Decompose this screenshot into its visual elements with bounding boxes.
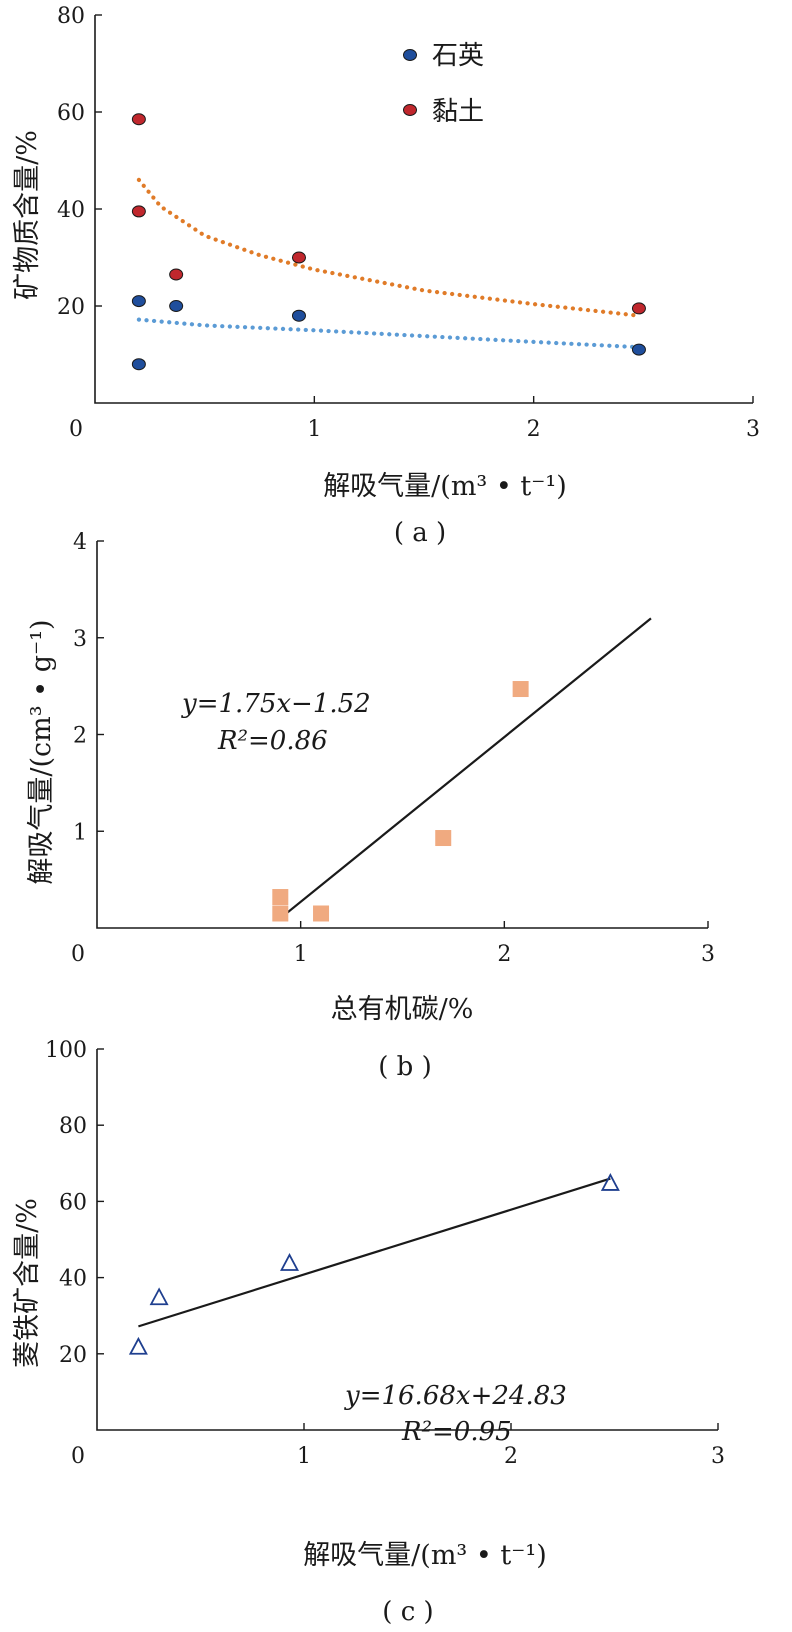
chart-a-xlabel: 解吸气量/(m³ • t⁻¹) bbox=[323, 471, 567, 502]
chart-b-ytick-label: 4 bbox=[73, 530, 87, 555]
chart-b-ytick-label: 3 bbox=[73, 627, 87, 652]
chart-c-equation-line1: y=16.68x+24.83 bbox=[344, 1381, 567, 1411]
chart-a-point-0-4 bbox=[631, 343, 646, 356]
chart-c-ytick-label: 80 bbox=[59, 1114, 87, 1139]
chart-a-panel-label: ( a ) bbox=[394, 518, 446, 548]
chart-b-xtick-label: 1 bbox=[294, 942, 308, 967]
chart-a-trend-1 bbox=[136, 177, 641, 318]
chart-c-point-0-1 bbox=[149, 1287, 169, 1306]
chart-a-point-0-1 bbox=[131, 358, 146, 371]
chart-b-xtick-label: 2 bbox=[497, 942, 511, 967]
chart-a-ytick-label: 80 bbox=[57, 4, 85, 29]
chart-a-legend: 石英 黏土 bbox=[403, 41, 484, 127]
chart-c-ytick-label: 40 bbox=[59, 1267, 87, 1292]
legend-marker-quartz bbox=[403, 49, 417, 61]
chart-b-point-0-1 bbox=[272, 905, 289, 922]
chart-a-xtick-label: 0 bbox=[69, 417, 83, 442]
chart-a-point-1-1 bbox=[131, 205, 146, 218]
chart-a-axes bbox=[94, 15, 753, 404]
chart-c-xtick-label: 1 bbox=[297, 1444, 311, 1469]
chart-c-xlabel: 解吸气量/(m³ • t⁻¹) bbox=[303, 1540, 547, 1571]
chart-b-panel-label: ( b ) bbox=[378, 1052, 431, 1082]
chart-c-fit-line bbox=[138, 1177, 611, 1328]
chart-b-ytick-label: 1 bbox=[73, 820, 87, 845]
chart-c-ylabel: 菱铁矿含量/% bbox=[12, 1198, 43, 1368]
chart-a-point-1-2 bbox=[169, 268, 184, 281]
chart-b-point-0-3 bbox=[435, 830, 452, 847]
chart-c-ytick-label: 100 bbox=[45, 1038, 87, 1063]
legend-label-clay: 黏土 bbox=[432, 97, 484, 127]
chart-a-point-0-3 bbox=[291, 309, 306, 322]
chart-b-ytick-label: 2 bbox=[73, 724, 87, 749]
chart-b-point-0-2 bbox=[313, 905, 330, 922]
chart-a-ytick-label: 20 bbox=[57, 295, 85, 320]
chart-c-equation-line2: R²=0.95 bbox=[401, 1417, 512, 1447]
chart-b-xtick-label: 0 bbox=[71, 942, 85, 967]
chart-a-point-1-3 bbox=[291, 251, 306, 264]
chart-a-point-1-4 bbox=[631, 302, 646, 315]
chart-c-xtick-label: 2 bbox=[504, 1444, 518, 1469]
chart-b-equation-line1: y=1.75x−1.52 bbox=[181, 689, 371, 719]
chart-a-ylabel: 矿物质含量/% bbox=[12, 130, 43, 300]
chart-a-ytick-label: 60 bbox=[57, 101, 85, 126]
chart-a-point-1-0 bbox=[131, 113, 146, 126]
chart-a-point-0-0 bbox=[131, 295, 146, 308]
chart-a-xtick-label: 2 bbox=[527, 417, 541, 442]
chart-a-xtick-label: 1 bbox=[307, 417, 321, 442]
chart-b-xlabel: 总有机碳/% bbox=[331, 994, 474, 1025]
chart-b-fit-line bbox=[279, 617, 652, 920]
chart-a: 0 1 2 3 20 40 60 80 石英 黏土 矿物质含量/% 解吸气量/(m³ • t⁻… bbox=[12, 4, 760, 548]
chart-c-axes bbox=[96, 1049, 718, 1431]
chart-c-xtick-label: 0 bbox=[71, 1444, 85, 1469]
chart-c-point-0-3 bbox=[600, 1173, 620, 1191]
chart-b-xtick-label: 3 bbox=[701, 942, 715, 967]
chart-c-ytick-label: 60 bbox=[59, 1190, 87, 1215]
chart-b-equation-line2: R²=0.86 bbox=[217, 726, 328, 756]
chart-b-axes bbox=[96, 541, 708, 929]
chart-a-ytick-label: 40 bbox=[57, 198, 85, 223]
chart-c-xtick-label: 3 bbox=[711, 1444, 725, 1469]
chart-a-trend-0 bbox=[136, 317, 641, 350]
legend-label-quartz: 石英 bbox=[432, 41, 484, 71]
chart-c: 0 1 2 3 20 40 60 80 100 y=16.68x+24.83 R²=0.95 菱… bbox=[12, 1038, 725, 1627]
chart-c-panel-label: ( c ) bbox=[382, 1597, 433, 1627]
chart-b: 0 1 2 3 1 2 3 4 y=1.75x−1.52 R²=0.86 解吸气量/(cm³ … bbox=[26, 530, 715, 1082]
chart-a-xtick-label: 3 bbox=[746, 417, 760, 442]
chart-b-point-0-0 bbox=[272, 889, 289, 906]
chart-c-point-0-0 bbox=[128, 1336, 148, 1355]
chart-c-point-0-2 bbox=[280, 1253, 300, 1271]
chart-a-point-0-2 bbox=[169, 300, 184, 312]
legend-marker-clay bbox=[403, 104, 417, 116]
chart-b-ylabel: 解吸气量/(cm³ • g⁻¹) bbox=[26, 619, 57, 884]
chart-c-ytick-label: 20 bbox=[59, 1343, 87, 1368]
chart-b-point-0-4 bbox=[512, 681, 529, 698]
